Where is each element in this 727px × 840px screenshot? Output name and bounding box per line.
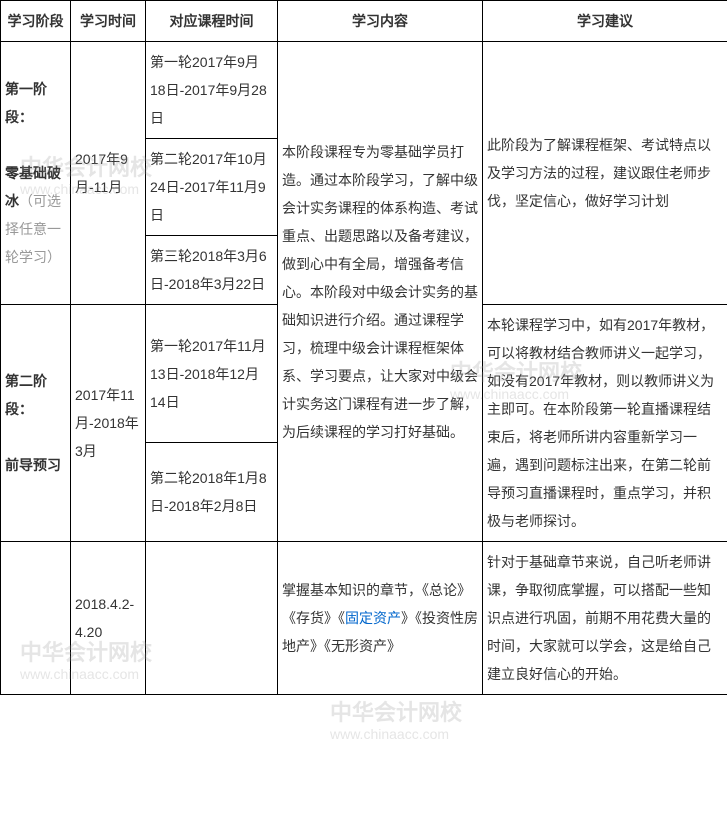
- course-time-cell: 第二轮2018年1月8日-2018年2月8日: [146, 443, 278, 542]
- course-time-cell: [146, 542, 278, 695]
- table-header-row: 学习阶段 学习时间 对应课程时间 学习内容 学习建议: [1, 1, 727, 42]
- time-cell: 2018.4.2-4.20: [71, 542, 146, 695]
- suggest-cell: 针对于基础章节来说，自己听老师讲课，争取彻底掌握，可以搭配一些知识点进行巩固，前…: [483, 542, 727, 695]
- fixed-assets-link[interactable]: 固定资产: [345, 610, 401, 626]
- header-content: 学习内容: [278, 1, 483, 42]
- stage2-subtitle: 前导预习: [5, 457, 61, 473]
- header-time: 学习时间: [71, 1, 146, 42]
- header-suggest: 学习建议: [483, 1, 727, 42]
- stage2-title: 第二阶段：: [5, 373, 47, 417]
- stage-cell: [1, 542, 71, 695]
- table-row: 2018.4.2-4.20 掌握基本知识的章节，《总论》《存货》《固定资产》《投…: [1, 542, 727, 695]
- watermark: 中华会计网校 www.chinaacc.com: [330, 700, 462, 743]
- time-cell: 2017年11月-2018年3月: [71, 305, 146, 542]
- table-row: 第一阶段： 零基础破冰（可选择任意一轮学习） 2017年9月-11月 第一轮20…: [1, 42, 727, 139]
- suggest-cell: 本轮课程学习中，如有2017年教材，可以将教材结合教师讲义一起学习，如没有201…: [483, 305, 727, 542]
- header-stage: 学习阶段: [1, 1, 71, 42]
- suggest-cell: 此阶段为了解课程框架、考试特点以及学习方法的过程，建议跟住老师步伐，坚定信心，做…: [483, 42, 727, 305]
- watermark-sub: www.chinaacc.com: [330, 726, 462, 743]
- stage-cell: 第二阶段： 前导预习: [1, 305, 71, 542]
- stage1-title: 第一阶段：: [5, 81, 47, 125]
- course-time-cell: 第一轮2017年11月13日-2018年12月14日: [146, 305, 278, 443]
- course-time-cell: 第一轮2017年9月18日-2017年9月28日: [146, 42, 278, 139]
- course-time-cell: 第二轮2017年10月24日-2017年11月9日: [146, 139, 278, 236]
- course-time-cell: 第三轮2018年3月6日-2018年3月22日: [146, 236, 278, 305]
- study-plan-table: 学习阶段 学习时间 对应课程时间 学习内容 学习建议 第一阶段： 零基础破冰（可…: [0, 0, 727, 695]
- header-course-time: 对应课程时间: [146, 1, 278, 42]
- time-cell: 2017年9月-11月: [71, 42, 146, 305]
- content-cell: 本阶段课程专为零基础学员打造。通过本阶段学习，了解中级会计实务课程的体系构造、考…: [278, 42, 483, 542]
- content-cell: 掌握基本知识的章节，《总论》《存货》《固定资产》《投资性房地产》《无形资产》: [278, 542, 483, 695]
- watermark-text: 中华会计网校: [330, 700, 462, 725]
- stage-cell: 第一阶段： 零基础破冰（可选择任意一轮学习）: [1, 42, 71, 305]
